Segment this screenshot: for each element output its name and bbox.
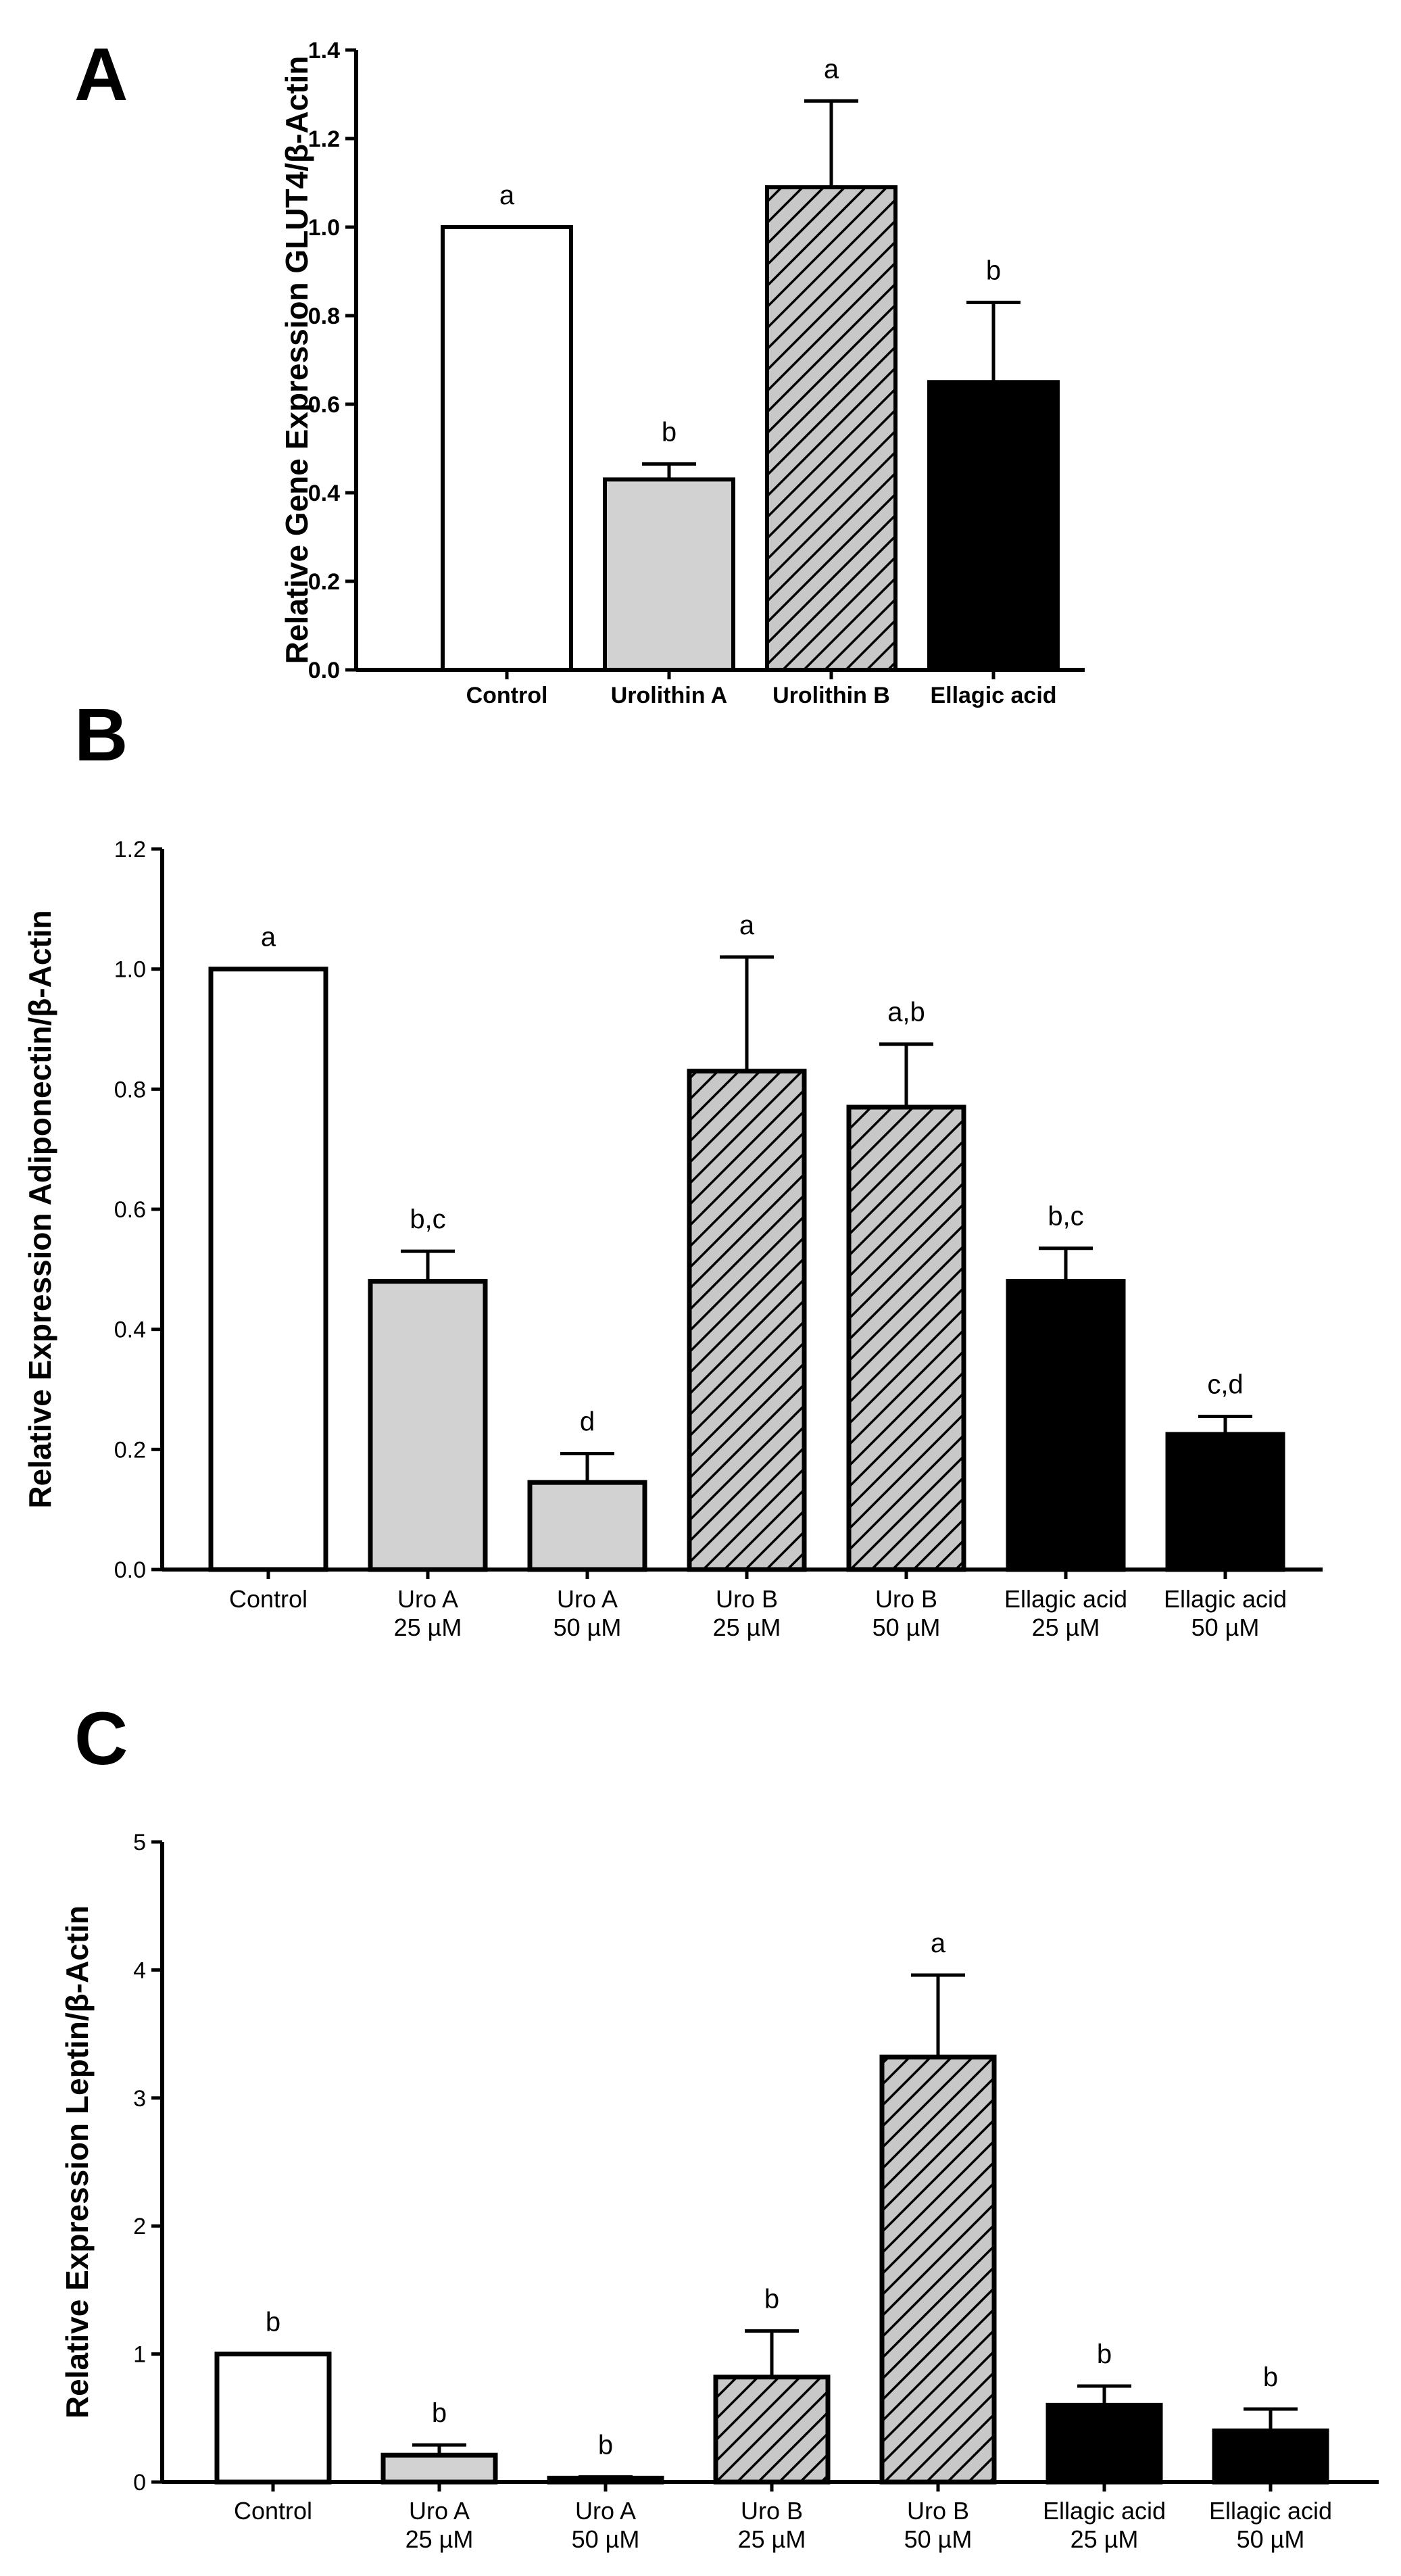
y-axis-title: Relative Expression Adiponectin/β-Actin <box>22 910 57 1508</box>
significance-label: b <box>1263 2362 1278 2392</box>
category-label: Ellagic acid <box>1043 2497 1166 2525</box>
bar <box>527 1480 647 1572</box>
category-label: Ellagic acid <box>1164 1585 1287 1613</box>
significance-label: b <box>1097 2339 1112 2369</box>
panel-letter-a: A <box>74 33 128 116</box>
significance-label: b <box>598 2430 613 2460</box>
bar <box>368 1279 488 1572</box>
y-tick-label: 1.0 <box>114 957 146 983</box>
y-tick-label: 0 <box>133 2470 146 2496</box>
y-tick-label: 4 <box>133 1958 146 1983</box>
bar <box>208 967 328 1572</box>
significance-label: a <box>261 923 276 952</box>
category-sublabel: 25 µM <box>394 1613 462 1641</box>
significance-label: c,d <box>1207 1369 1243 1399</box>
category-sublabel: 50 µM <box>872 1613 941 1641</box>
category-label: Uro A <box>409 2497 470 2525</box>
bar <box>380 2452 498 2485</box>
bar <box>603 477 735 672</box>
significance-label: b <box>266 2308 280 2337</box>
category-sublabel: 25 µM <box>1032 1613 1100 1641</box>
significance-label: a <box>739 910 755 940</box>
panel-letter-c: C <box>74 1697 128 1780</box>
category-label: Uro A <box>397 1585 458 1613</box>
y-tick-label: 0.8 <box>308 303 340 329</box>
category-label: Uro B <box>741 2497 803 2525</box>
bar <box>846 1104 966 1572</box>
y-tick-label: 3 <box>133 2086 146 2112</box>
bar <box>765 185 898 672</box>
significance-label: b,c <box>1048 1202 1083 1232</box>
significance-label: a <box>824 54 839 84</box>
bar <box>713 2375 831 2485</box>
significance-label: b <box>662 417 677 447</box>
y-tick-label: 0.0 <box>308 658 340 683</box>
y-tick-label: 0.8 <box>114 1077 146 1102</box>
y-tick-label: 0.4 <box>114 1317 146 1343</box>
y-tick-label: 0.6 <box>114 1197 146 1223</box>
category-sublabel: 25 µM <box>713 1613 781 1641</box>
category-sublabel: 25 µM <box>738 2525 806 2553</box>
category-sublabel: 50 µM <box>554 1613 622 1641</box>
bar <box>927 380 1060 672</box>
category-sublabel: 25 µM <box>405 2525 474 2553</box>
category-sublabel: 25 µM <box>1071 2525 1139 2553</box>
category-label: Uro B <box>716 1585 778 1613</box>
y-tick-label: 1 <box>133 2342 146 2368</box>
significance-label: b <box>432 2398 447 2428</box>
category-label: Uro A <box>557 1585 618 1613</box>
y-tick-label: 1.2 <box>308 126 340 152</box>
category-label: Ellagic acid <box>1004 1585 1127 1613</box>
y-tick-label: 2 <box>133 2214 146 2239</box>
significance-label: a <box>931 1928 946 1958</box>
bar <box>1046 2402 1163 2485</box>
y-tick-label: 0.2 <box>308 569 340 595</box>
category-sublabel: 50 µM <box>1191 1613 1260 1641</box>
bar <box>687 1069 807 1572</box>
category-label: Ellagic acid <box>1209 2497 1332 2525</box>
bar <box>547 2475 664 2485</box>
category-label: Ellagic acid <box>930 683 1056 708</box>
bar <box>1165 1432 1285 1572</box>
significance-label: b <box>986 256 1001 285</box>
significance-label: d <box>580 1407 595 1437</box>
y-tick-label: 5 <box>133 1830 146 1855</box>
y-tick-label: 1.4 <box>308 38 340 64</box>
bar <box>879 2054 997 2485</box>
bar <box>441 225 573 672</box>
y-tick-label: 1.0 <box>308 215 340 241</box>
category-label: Urolithin B <box>772 683 890 708</box>
panel-letter-b: B <box>74 694 128 777</box>
bar <box>1212 2428 1329 2485</box>
category-label: Control <box>229 1585 308 1613</box>
category-sublabel: 50 µM <box>1237 2525 1305 2553</box>
bar <box>214 2352 332 2485</box>
category-label: Uro B <box>875 1585 937 1613</box>
y-tick-label: 0.6 <box>308 392 340 418</box>
bar <box>1006 1279 1126 1572</box>
y-tick-label: 1.2 <box>114 837 146 862</box>
y-tick-label: 0.2 <box>114 1437 146 1463</box>
category-label: Urolithin A <box>611 683 728 708</box>
y-axis-title: Relative Gene Expression GLUT4/β-Actin <box>279 56 314 664</box>
category-label: Uro A <box>575 2497 636 2525</box>
y-tick-label: 0.0 <box>114 1557 146 1583</box>
category-label: Control <box>466 683 548 708</box>
chart-panel-b: 0.0 0.2 0.4 0.6 0.8 1.0 1.2 Relative Expression… <box>22 837 1323 1641</box>
chart-panel-c: 0 1 2 3 4 5 Relative Expression Leptin/β-Actin… <box>59 1830 1379 2553</box>
category-sublabel: 50 µM <box>572 2525 640 2553</box>
category-label: Control <box>234 2497 312 2525</box>
y-axis-title: Relative Expression Leptin/β-Actin <box>59 1905 95 2419</box>
category-sublabel: 50 µM <box>904 2525 973 2553</box>
category-label: Uro B <box>907 2497 969 2525</box>
significance-label: b <box>764 2285 779 2314</box>
y-tick-label: 0.4 <box>308 481 340 506</box>
significance-label: a,b <box>887 998 925 1027</box>
significance-label: b,c <box>410 1205 445 1234</box>
significance-label: a <box>499 180 515 210</box>
